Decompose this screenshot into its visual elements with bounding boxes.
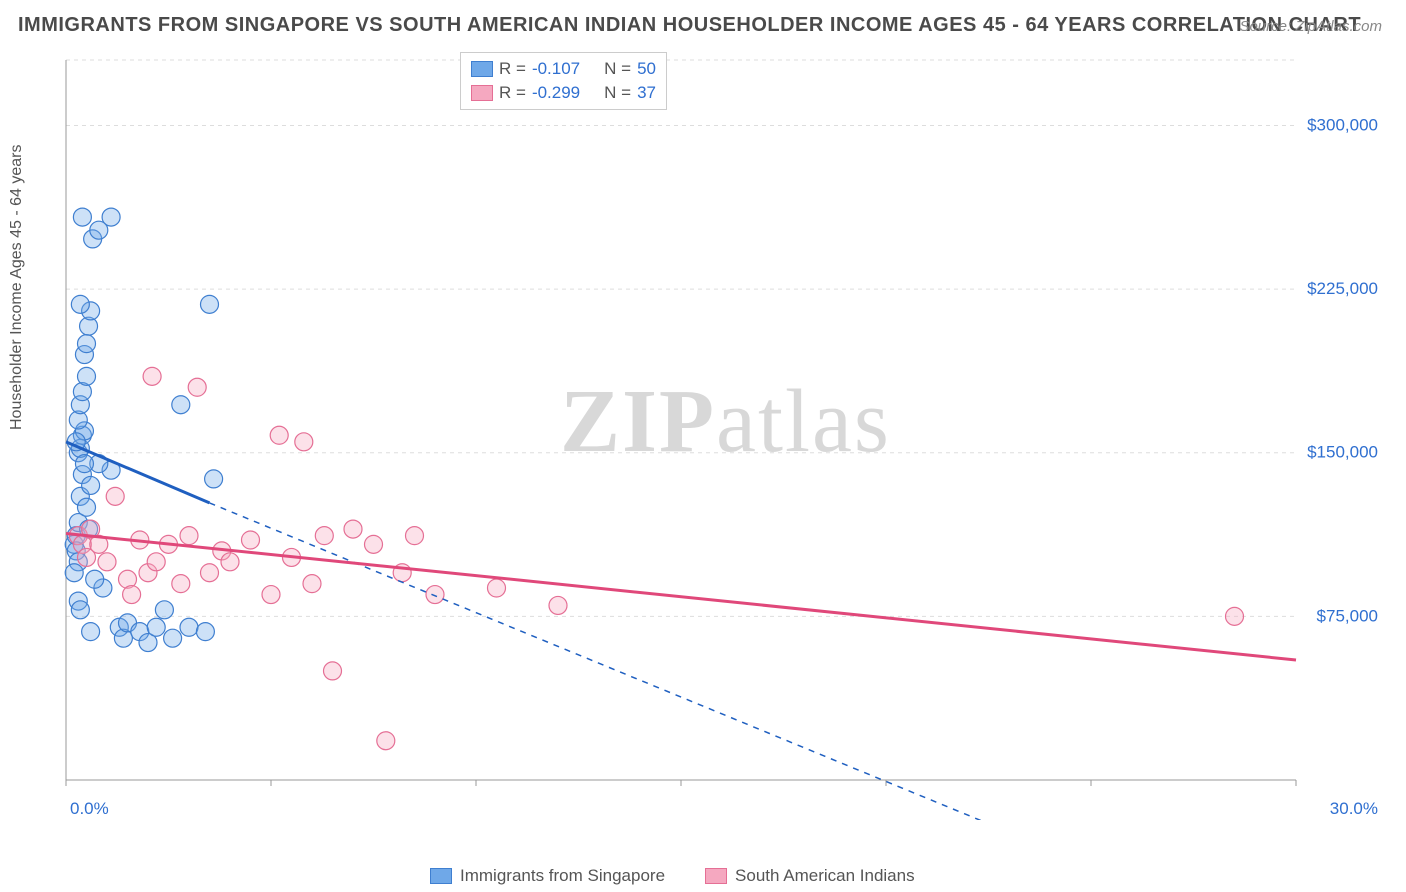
r-value-blue: -0.107 [532, 59, 580, 79]
legend-stats: R = -0.107 N = 50 R = -0.299 N = 37 [460, 52, 667, 110]
legend-row-blue: R = -0.107 N = 50 [471, 57, 656, 81]
svg-text:$75,000: $75,000 [1317, 606, 1378, 625]
swatch-blue [471, 61, 493, 77]
legend-row-pink: R = -0.299 N = 37 [471, 81, 656, 105]
r-value-pink: -0.299 [532, 83, 580, 103]
swatch-pink-icon [705, 868, 727, 884]
legend-item-blue: Immigrants from Singapore [430, 866, 665, 886]
n-value-pink: 37 [637, 83, 656, 103]
n-value-blue: 50 [637, 59, 656, 79]
svg-text:$300,000: $300,000 [1307, 115, 1378, 134]
n-label: N = [604, 83, 631, 103]
n-label: N = [604, 59, 631, 79]
series-label-pink: South American Indians [735, 866, 915, 886]
swatch-blue-icon [430, 868, 452, 884]
legend-item-pink: South American Indians [705, 866, 915, 886]
svg-text:0.0%: 0.0% [70, 799, 109, 818]
svg-text:$150,000: $150,000 [1307, 443, 1378, 462]
r-label: R = [499, 83, 526, 103]
y-axis-label: Householder Income Ages 45 - 64 years [8, 145, 26, 431]
scatter-chart: $75,000 $150,000 $225,000 $300,000 0.0% 30.0% [56, 50, 1386, 820]
chart-title: IMMIGRANTS FROM SINGAPORE VS SOUTH AMERI… [18, 14, 1361, 37]
r-label: R = [499, 59, 526, 79]
svg-text:30.0%: 30.0% [1330, 799, 1378, 818]
source-label: Source: ZipAtlas.com [1239, 18, 1382, 35]
series-label-blue: Immigrants from Singapore [460, 866, 665, 886]
swatch-pink [471, 85, 493, 101]
legend-series: Immigrants from Singapore South American… [430, 866, 915, 886]
svg-text:$225,000: $225,000 [1307, 279, 1378, 298]
